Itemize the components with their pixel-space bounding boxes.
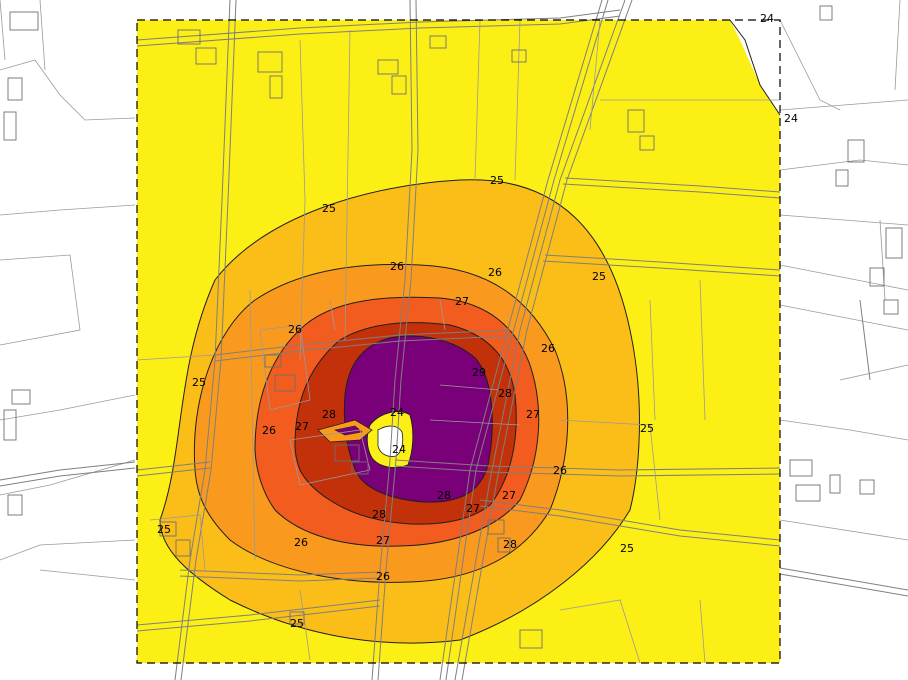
contour-label: 24 bbox=[390, 406, 404, 419]
contour-label: 25 bbox=[490, 174, 504, 187]
contour-label: 24 bbox=[784, 112, 798, 125]
contour-label: 26 bbox=[288, 323, 302, 336]
contour-label: 24 bbox=[760, 12, 774, 25]
contour-label: 27 bbox=[455, 295, 469, 308]
contour-label: 26 bbox=[390, 260, 404, 273]
contour-labels: 24 24 25 25 25 25 25 25 25 25 26 26 26 2… bbox=[157, 12, 798, 630]
contour-label: 26 bbox=[541, 342, 555, 355]
contour-label: 25 bbox=[592, 270, 606, 283]
contour-label: 27 bbox=[376, 534, 390, 547]
outside-parcels bbox=[0, 0, 908, 597]
contour-29 bbox=[343, 335, 493, 503]
contour-label: 28 bbox=[372, 508, 386, 521]
domain-border bbox=[136, 19, 781, 664]
contour-label: 27 bbox=[466, 502, 480, 515]
contour-label: 26 bbox=[376, 570, 390, 583]
contour-label: 26 bbox=[262, 424, 276, 437]
contour-label: 28 bbox=[437, 489, 451, 502]
contour-label: 29 bbox=[472, 366, 486, 379]
contour-label: 25 bbox=[322, 202, 336, 215]
contour-label: 26 bbox=[553, 464, 567, 477]
contour-label: 26 bbox=[294, 536, 308, 549]
contour-label: 25 bbox=[290, 617, 304, 630]
contour-label: 25 bbox=[640, 422, 654, 435]
contour-label: 24 bbox=[392, 443, 406, 456]
contour-label: 28 bbox=[498, 387, 512, 400]
outside-buildings bbox=[3, 5, 903, 516]
contour-label: 28 bbox=[322, 408, 336, 421]
road-network bbox=[136, 0, 781, 680]
contour-label: 27 bbox=[526, 408, 540, 421]
contour-label: 25 bbox=[157, 523, 171, 536]
domain-corner-cut bbox=[730, 20, 780, 115]
contour-label: 27 bbox=[502, 489, 516, 502]
contour-label: 28 bbox=[503, 538, 517, 551]
contour-label: 26 bbox=[488, 266, 502, 279]
contour-label: 27 bbox=[295, 420, 309, 433]
contour-label: 25 bbox=[620, 542, 634, 555]
contour-label: 25 bbox=[192, 376, 206, 389]
domain-buildings bbox=[159, 29, 655, 649]
